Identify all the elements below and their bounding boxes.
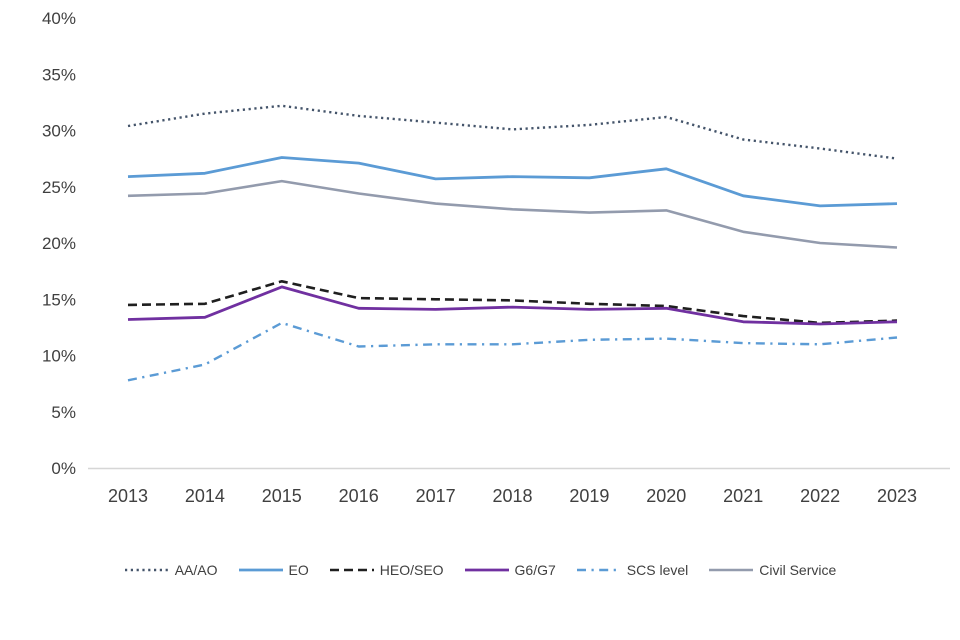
series-line-heo-seo xyxy=(127,279,898,325)
legend-item-civil-service: Civil Service xyxy=(708,562,836,578)
y-axis-label: 10% xyxy=(42,347,76,366)
legend-line-sample-scs-level xyxy=(576,568,621,572)
y-axis-label: 0% xyxy=(51,459,76,478)
y-axis-label: 30% xyxy=(42,122,76,141)
chart-plot-area: 0% 5% 10% 15% 20% 25% 30% 35% 40% 2013 2014 2015 201… xyxy=(42,9,950,506)
legend-item-heo-seo: HEO/SEO xyxy=(329,562,444,578)
legend-line-sample-civil-service xyxy=(709,568,754,572)
x-axis-label: 2018 xyxy=(492,486,532,506)
legend-line-sample-eo xyxy=(238,568,283,572)
y-axis-label: 25% xyxy=(42,178,76,197)
legend-label-heo-seo: HEO/SEO xyxy=(379,562,444,578)
x-axis-label: 2017 xyxy=(416,486,456,506)
legend-label-g6-g7: G6/G7 xyxy=(514,562,556,578)
y-axis-label: 35% xyxy=(42,65,76,84)
x-axis-label: 2019 xyxy=(569,486,609,506)
series-line-scs-level xyxy=(127,321,898,382)
chart-legend: AA/AO EO HEO/SEO G6/G7 SCS level Civil Servic… xyxy=(0,540,960,610)
y-axis-label: 20% xyxy=(42,234,76,253)
x-axis-label: 2015 xyxy=(262,486,302,506)
y-axis-label: 15% xyxy=(42,290,76,309)
legend-label-aa-ao: AA/AO xyxy=(174,562,218,578)
series-line-aa-ao xyxy=(127,104,898,160)
legend-item-aa-ao: AA/AO xyxy=(124,562,218,578)
legend-item-eo: EO xyxy=(238,562,309,578)
legend-line-sample-aa-ao xyxy=(124,568,169,572)
legend-label-scs-level: SCS level xyxy=(626,562,689,578)
y-axis-label: 40% xyxy=(42,9,76,28)
x-axis-label: 2023 xyxy=(877,486,917,506)
legend-label-eo: EO xyxy=(288,562,309,578)
legend-line-sample-heo-seo xyxy=(329,568,374,572)
series-line-civil-service xyxy=(127,179,898,249)
series-line-eo xyxy=(127,156,898,208)
series-line-g6-g7 xyxy=(127,285,898,326)
x-axis-label: 2014 xyxy=(185,486,225,506)
x-axis-label: 2021 xyxy=(723,486,763,506)
legend-label-civil-service: Civil Service xyxy=(759,562,837,578)
x-axis-label: 2020 xyxy=(646,486,686,506)
legend-item-g6-g7: G6/G7 xyxy=(464,562,556,578)
y-axis-label: 5% xyxy=(51,403,76,422)
legend-item-scs-level: SCS level xyxy=(576,562,688,578)
legend-line-sample-g6-g7 xyxy=(464,568,509,572)
x-axis-label: 2013 xyxy=(108,486,148,506)
x-axis-label: 2022 xyxy=(800,486,840,506)
x-axis-label: 2016 xyxy=(339,486,379,506)
